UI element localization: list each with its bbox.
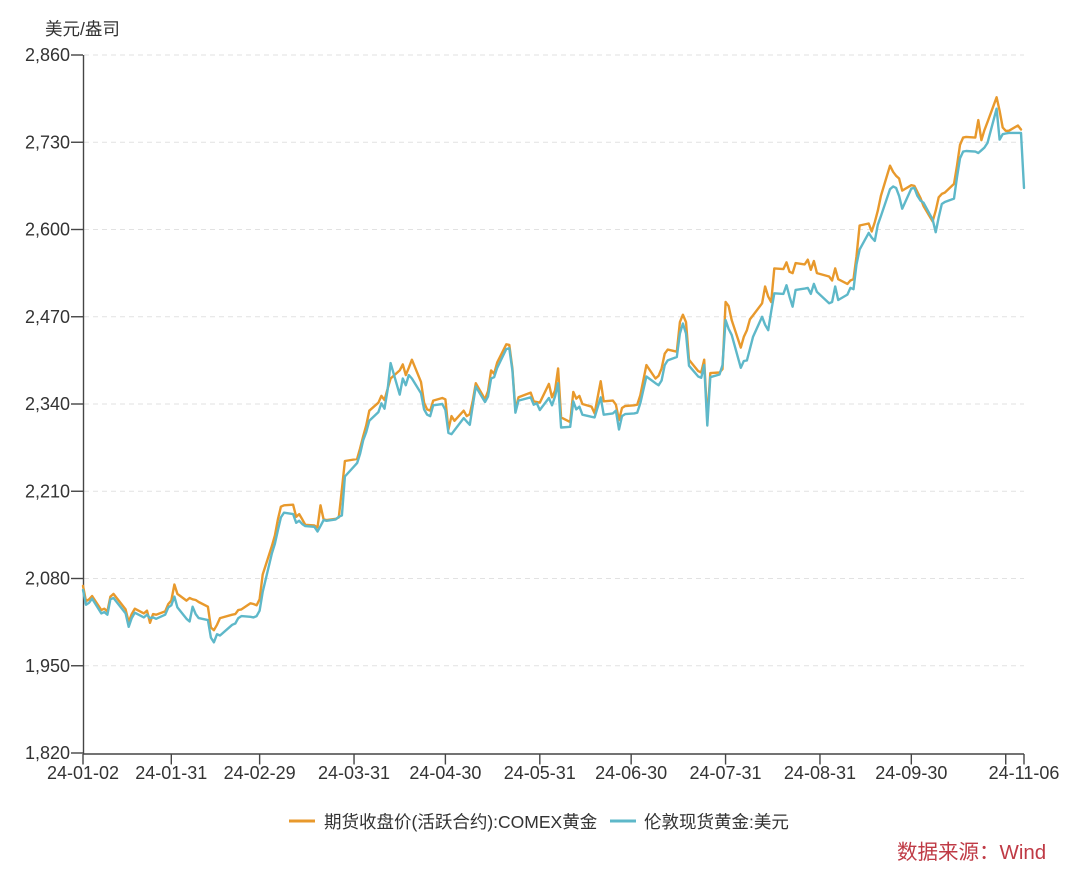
- svg-text:24-01-31: 24-01-31: [135, 763, 207, 783]
- svg-text:2,470: 2,470: [25, 307, 70, 327]
- svg-text:期货收盘价(活跃合约):COMEX黄金: 期货收盘价(活跃合约):COMEX黄金: [324, 812, 597, 832]
- svg-text:1,950: 1,950: [25, 656, 70, 676]
- svg-text:24-08-31: 24-08-31: [784, 763, 856, 783]
- svg-text:24-06-30: 24-06-30: [595, 763, 667, 783]
- svg-text:2,210: 2,210: [25, 481, 70, 501]
- svg-text:2,730: 2,730: [25, 132, 70, 152]
- svg-text:24-11-06: 24-11-06: [989, 763, 1060, 783]
- svg-text:伦敦现货黄金:美元: 伦敦现货黄金:美元: [644, 812, 789, 832]
- svg-text:美元/盎司: 美元/盎司: [45, 19, 120, 39]
- svg-text:24-03-31: 24-03-31: [318, 763, 390, 783]
- svg-text:数据来源：Wind: 数据来源：Wind: [897, 841, 1046, 864]
- svg-text:24-04-30: 24-04-30: [409, 763, 481, 783]
- svg-text:24-09-30: 24-09-30: [875, 763, 947, 783]
- svg-text:2,600: 2,600: [25, 220, 70, 240]
- svg-text:2,860: 2,860: [25, 45, 70, 65]
- svg-text:1,820: 1,820: [25, 743, 70, 763]
- svg-text:24-02-29: 24-02-29: [224, 763, 296, 783]
- svg-text:2,340: 2,340: [25, 394, 70, 414]
- svg-text:2,080: 2,080: [25, 569, 70, 589]
- svg-text:24-05-31: 24-05-31: [504, 763, 576, 783]
- svg-text:24-07-31: 24-07-31: [690, 763, 762, 783]
- svg-text:24-01-02: 24-01-02: [47, 763, 119, 783]
